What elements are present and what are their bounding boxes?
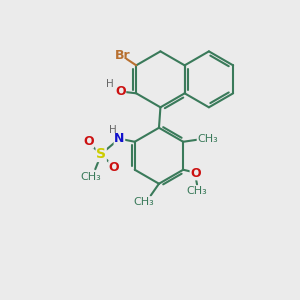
Text: O: O [190,167,201,180]
Text: CH₃: CH₃ [80,172,101,182]
Text: S: S [96,147,106,161]
Text: CH₃: CH₃ [134,197,154,207]
Text: O: O [109,161,119,174]
Text: CH₃: CH₃ [187,186,207,196]
Text: H: H [109,125,117,135]
Text: N: N [114,132,124,145]
Text: O: O [115,85,126,98]
Text: Br: Br [115,49,130,62]
Text: H: H [106,79,114,88]
Text: O: O [83,135,94,148]
Text: CH₃: CH₃ [197,134,218,144]
